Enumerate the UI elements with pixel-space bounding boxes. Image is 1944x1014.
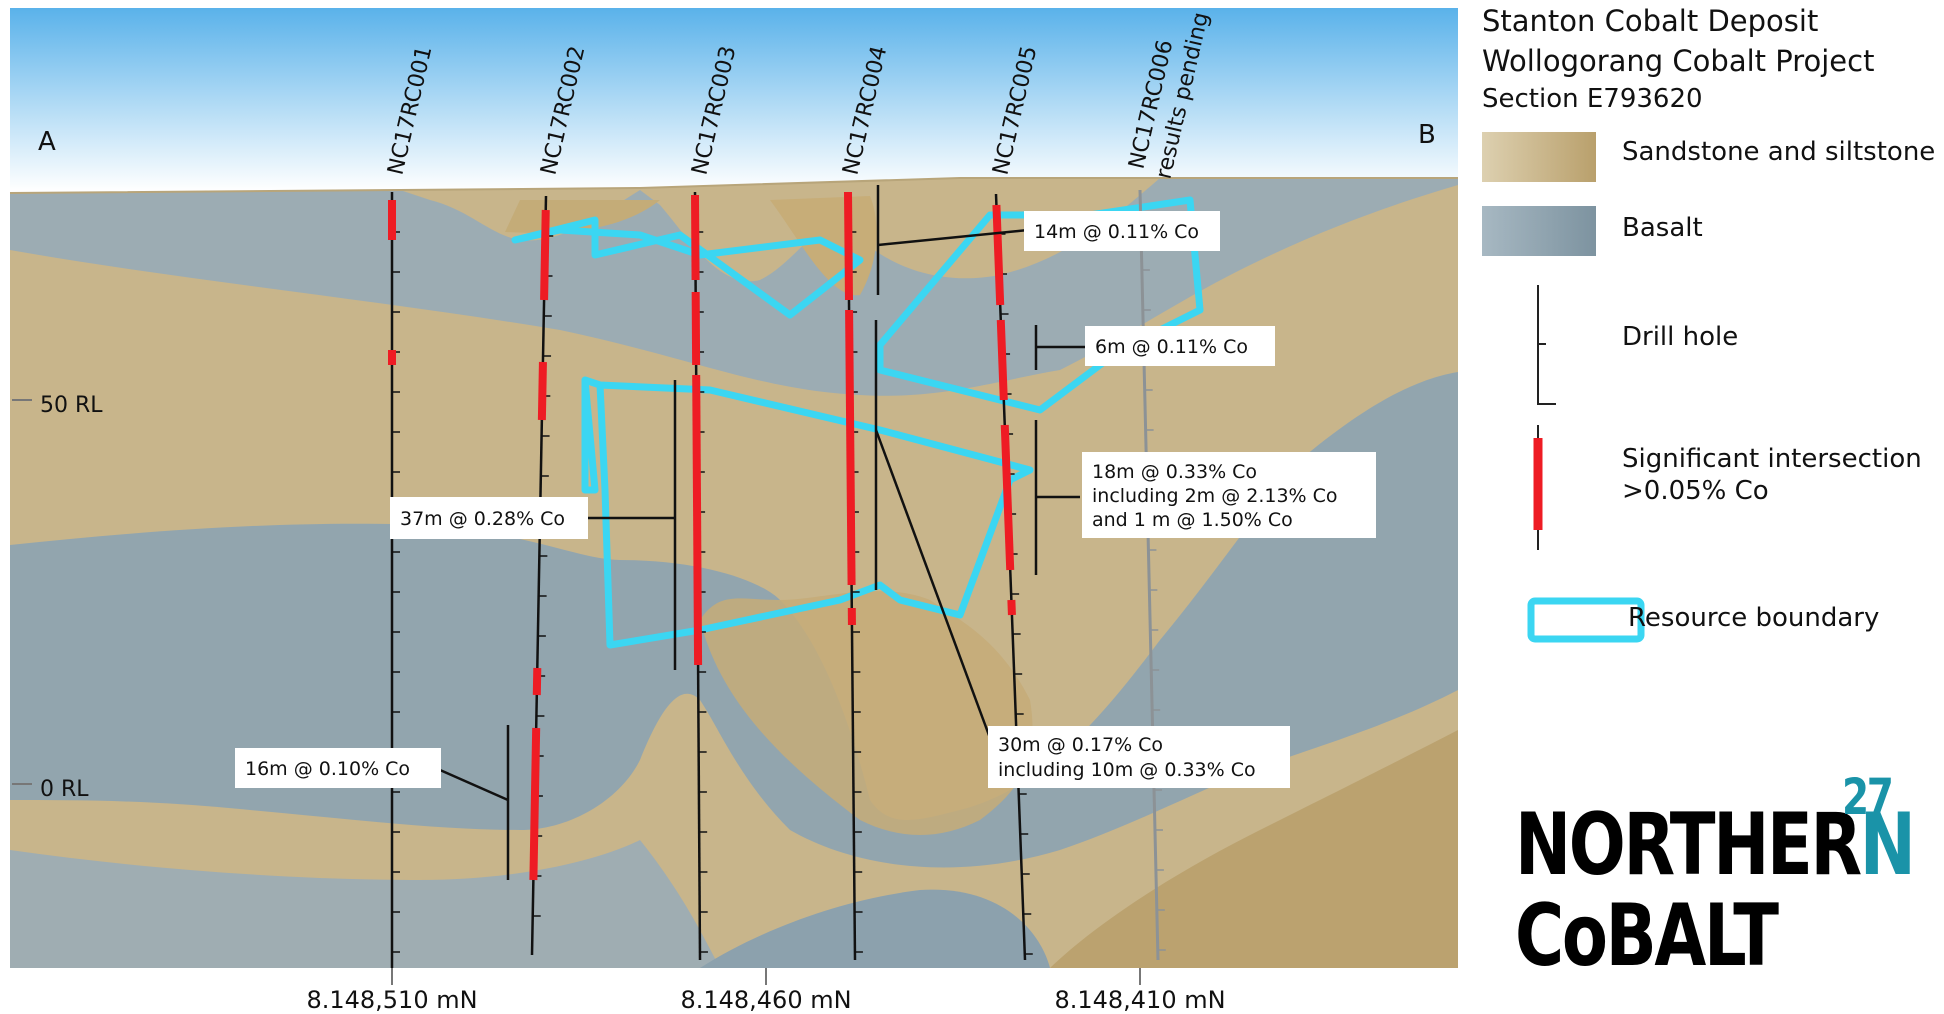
intersection-nc17rc002-2 — [537, 361, 547, 421]
surface-line — [9, 177, 1458, 194]
sky — [10, 8, 1458, 191]
intersection-nc17rc004-1 — [844, 191, 853, 301]
logo-word-cobalt: CoBALT — [1515, 886, 1779, 986]
resource-boundary-main — [581, 376, 1034, 649]
annotation-box-14m — [1024, 211, 1220, 251]
annotation-box-16m — [235, 748, 441, 788]
annotation-30m-line1: 30m @ 0.17% Co — [998, 734, 1163, 756]
annotation-box-6m — [1085, 326, 1275, 366]
rl-50-label: 50 RL — [40, 393, 103, 418]
leaders — [439, 185, 1085, 880]
logo-word-northern: NORTHERN — [1515, 795, 1916, 895]
resource-boundary-upper — [511, 216, 864, 319]
annotation-box-37m — [390, 497, 588, 539]
annotation-18m-line3: and 1 m @ 1.50% Co — [1092, 509, 1293, 531]
northing-label-3: 8.148,410 mN — [1054, 986, 1225, 1014]
legend-sandstone-label: Sandstone and siltstone — [1622, 137, 1936, 167]
sandstone-bottom-right — [1050, 730, 1458, 968]
intersection-nc17rc005-3 — [1000, 424, 1015, 571]
legend-intersection-label: Significant intersection >0.05% Co — [1622, 444, 1922, 506]
annotation-boxes: 14m @ 0.11% Co 6m @ 0.11% Co 18m @ 0.33%… — [235, 211, 1376, 788]
annotation-box-18m — [1082, 452, 1376, 538]
resource-boundary-upper-right — [876, 196, 1204, 414]
intersection-nc17rc002-4 — [529, 727, 541, 881]
drill-hole-nc17rc006 — [1138, 189, 1160, 961]
northing-label-2: 8.148,460 mN — [680, 986, 851, 1014]
logo-superscript: 27 — [1842, 768, 1894, 826]
annotation-6m: 6m @ 0.11% Co — [1095, 336, 1248, 358]
legend-sandstone-swatch — [1482, 132, 1596, 182]
section-end-b: B — [1418, 120, 1436, 150]
rl-0-label: 0 RL — [40, 777, 89, 802]
sandstone-wedge — [700, 591, 1033, 835]
intersection-nc17rc004-2 — [845, 309, 856, 586]
legend-resource-symbol — [1527, 597, 1645, 643]
annotation-18m-line1: 18m @ 0.33% Co — [1092, 461, 1257, 483]
legend-drill-hole-label: Drill hole — [1622, 322, 1739, 352]
annotation-30m-line2: including 10m @ 0.33% Co — [998, 759, 1256, 781]
title-line-2: Wollogorang Cobalt Project — [1482, 44, 1875, 78]
intersection-nc17rc002-1 — [540, 209, 550, 301]
annotation-box-30m — [988, 726, 1290, 788]
logo-word-norther: NORTHER — [1515, 795, 1862, 895]
intersection-nc17rc003-3 — [692, 374, 703, 666]
annotation-37m: 37m @ 0.28% Co — [400, 508, 565, 530]
intersection-nc17rc003-1 — [691, 194, 700, 281]
northing-label-1: 8.148,510 mN — [306, 986, 477, 1014]
legend-basalt-label: Basalt — [1622, 213, 1703, 243]
section-end-a: A — [38, 127, 56, 157]
annotation-16m: 16m @ 0.10% Co — [245, 758, 410, 780]
legend-drill-hole-symbol — [1537, 285, 1556, 405]
basalt-bottom — [10, 840, 720, 968]
basalt-bottom-center — [700, 889, 1050, 968]
logo-letter-n: N — [1859, 795, 1916, 895]
legend-basalt-swatch — [1482, 206, 1596, 256]
title-line-1: Stanton Cobalt Deposit — [1482, 4, 1819, 38]
intersection-nc17rc005-4 — [1007, 599, 1016, 616]
legend-resource-label: Resource boundary — [1628, 603, 1880, 633]
intersection-nc17rc005-1 — [992, 204, 1005, 306]
annotation-18m-line2: including 2m @ 2.13% Co — [1092, 485, 1338, 507]
title-line-3: Section E793620 — [1482, 84, 1703, 114]
annotation-14m: 14m @ 0.11% Co — [1034, 221, 1199, 243]
intersection-nc17rc005-2 — [996, 319, 1008, 401]
